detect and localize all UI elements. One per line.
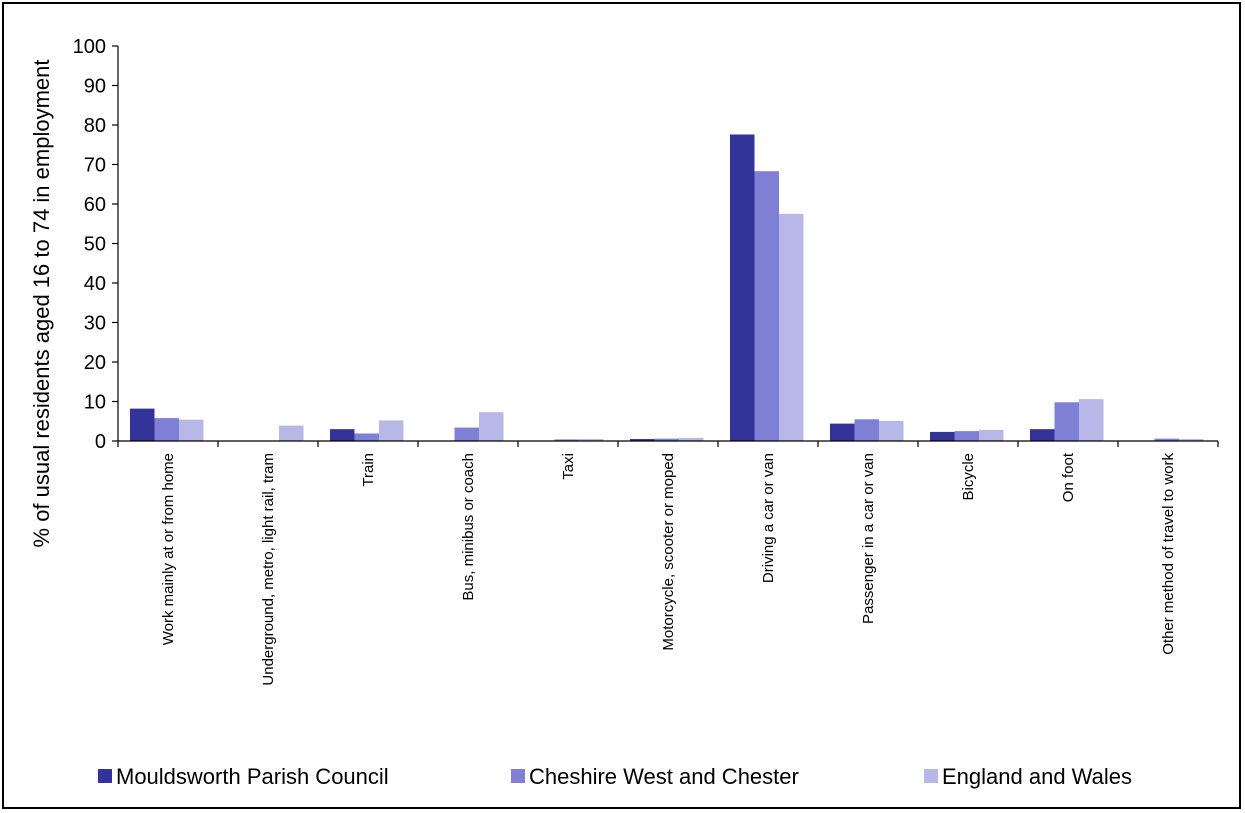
bar: [1179, 439, 1204, 441]
x-category-label: Bus, minibus or coach: [460, 453, 477, 601]
y-tick-label: 20: [84, 352, 106, 374]
y-axis-title-group: % of usual residents aged 16 to 74 in em…: [29, 60, 54, 548]
y-tick-label: 0: [95, 431, 106, 453]
y-tick-label: 40: [84, 273, 106, 295]
bar: [1079, 399, 1104, 441]
y-tick-label: 90: [84, 76, 106, 98]
legend-label: Cheshire West and Chester: [529, 764, 799, 789]
bar: [154, 418, 179, 441]
x-category-label: Train: [360, 453, 377, 487]
y-tick-label: 100: [73, 36, 106, 58]
bar: [579, 439, 604, 441]
bar: [130, 408, 155, 441]
y-tick-label: 60: [84, 194, 106, 216]
bar: [654, 438, 679, 441]
bar: [730, 134, 755, 442]
x-category-label: Taxi: [560, 453, 577, 480]
bar: [554, 439, 579, 441]
y-axis-ticks: 0 10 20 30 40 50 60 70 80 90 100: [73, 36, 118, 453]
bar: [930, 431, 955, 441]
y-axis-title: % of usual residents aged 16 to 74 in em…: [29, 60, 54, 548]
x-category-label: Driving a car or van: [760, 453, 777, 583]
x-axis-category-labels: Work mainly at or from home Underground, …: [160, 452, 1177, 685]
bar: [179, 419, 204, 441]
bar-chart: % of usual residents aged 16 to 74 in em…: [29, 36, 1219, 789]
bar: [1154, 438, 1179, 441]
bar: [630, 439, 655, 441]
legend-label: England and Wales: [942, 764, 1132, 789]
x-category-label: Other method of travel to work: [1160, 453, 1177, 655]
x-category-label: On foot: [1060, 452, 1077, 502]
x-category-label: Bicycle: [960, 453, 977, 501]
axes: [117, 46, 1219, 447]
bar: [479, 412, 504, 441]
bar: [330, 429, 355, 441]
x-category-label: Motorcycle, scooter or moped: [660, 453, 677, 651]
bars: [130, 134, 1204, 442]
bar: [979, 429, 1004, 441]
bar: [854, 419, 879, 441]
bar: [454, 427, 479, 441]
bar: [679, 437, 704, 441]
y-tick-label: 80: [84, 115, 106, 137]
bar: [1054, 402, 1079, 441]
legend-label: Mouldsworth Parish Council: [116, 764, 389, 789]
bar: [279, 425, 304, 441]
x-category-label: Work mainly at or from home: [160, 453, 177, 645]
legend: Mouldsworth Parish Council Cheshire West …: [98, 764, 1132, 789]
y-tick-label: 10: [84, 392, 106, 414]
bar: [879, 420, 904, 441]
bar: [354, 433, 379, 441]
bar: [379, 420, 404, 441]
legend-swatch: [511, 769, 525, 783]
bar: [830, 423, 855, 441]
y-tick-label: 30: [84, 313, 106, 335]
y-tick-label: 50: [84, 234, 106, 256]
x-category-label: Passenger in a car or van: [860, 453, 877, 624]
bar: [779, 213, 804, 441]
bar: [954, 431, 979, 441]
legend-swatch: [924, 769, 938, 783]
bar: [754, 171, 779, 441]
legend-swatch: [98, 769, 112, 783]
bar: [1030, 429, 1055, 441]
x-category-label: Underground, metro, light rail, tram: [260, 453, 277, 686]
y-tick-label: 70: [84, 155, 106, 177]
